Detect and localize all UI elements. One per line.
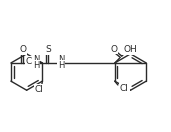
Text: Cl: Cl [26, 57, 35, 66]
Text: H: H [33, 61, 39, 70]
Text: O: O [110, 45, 117, 54]
Text: O: O [19, 45, 27, 54]
Text: Cl: Cl [120, 84, 129, 93]
Text: S: S [45, 45, 51, 54]
Text: N: N [58, 55, 64, 64]
Text: N: N [33, 55, 39, 64]
Text: OH: OH [123, 45, 137, 54]
Text: H: H [58, 61, 64, 70]
Text: Cl: Cl [35, 85, 44, 94]
